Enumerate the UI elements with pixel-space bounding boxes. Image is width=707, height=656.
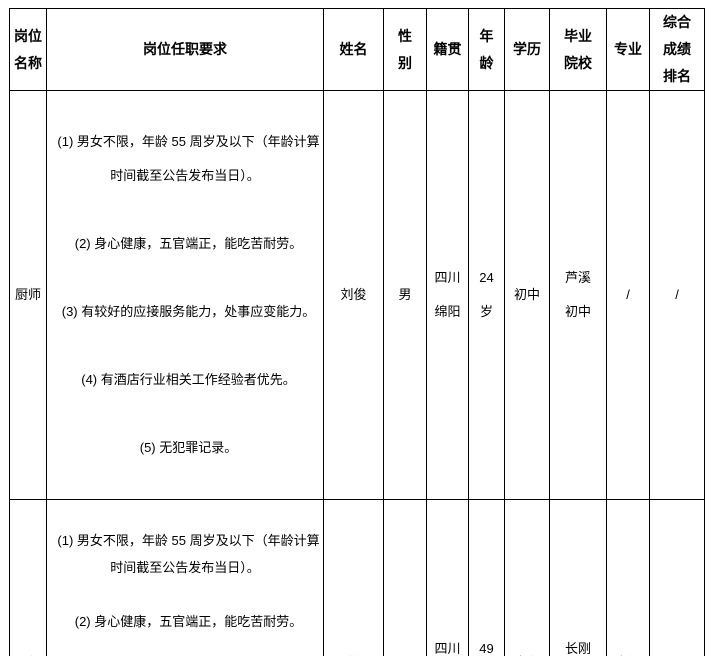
header-name: 姓名 xyxy=(323,8,384,91)
cell-gender: 男 xyxy=(383,499,427,656)
cell-rank: / xyxy=(649,499,705,656)
cell-school: 芦溪 初中 xyxy=(549,90,607,500)
cell-age: 49 岁 xyxy=(468,499,505,656)
cell-rank: / xyxy=(649,90,705,500)
header-hometown: 籍贯 xyxy=(426,8,469,91)
requirement-item: (1) 男女不限，年龄 55 周岁及以下（年龄计算时间截至公告发布当日）。 xyxy=(57,134,320,183)
cell-position: 厨师 xyxy=(9,90,47,500)
header-rank: 综合 成绩 排名 xyxy=(649,8,705,91)
requirement-item: (4) 有酒店行业相关工作经验者优先。 xyxy=(81,372,296,387)
requirement-item: (3) 有较好的应接服务能力，处事应变能力。 xyxy=(61,304,316,319)
header-school: 毕业 院校 xyxy=(549,8,607,91)
requirement-item: (5) 无犯罪记录。 xyxy=(139,440,238,455)
header-gender: 性 别 xyxy=(383,8,427,91)
header-age: 年 龄 xyxy=(468,8,505,91)
cell-name: 刘俊 xyxy=(323,90,384,500)
cell-major: / xyxy=(606,90,650,500)
cell-education: 初中 xyxy=(504,90,550,500)
header-position: 岗位 名称 xyxy=(9,8,47,91)
recruitment-candidates-table: 岗位 名称 岗位任职要求 姓名 性 别 籍贯 年 龄 学历 毕业 院校 专业 综… xyxy=(9,8,705,656)
table-row: 厨师 (1) 男女不限，年龄 55 周岁及以下（年龄计算时间截至公告发布当日）。… xyxy=(9,499,705,656)
cell-position: 厨师 xyxy=(9,499,47,656)
header-requirements: 岗位任职要求 xyxy=(46,8,324,91)
requirement-item: (1) 男女不限，年龄 55 周岁及以下（年龄计算时间截至公告发布当日）。 xyxy=(57,533,320,575)
cell-requirements: (1) 男女不限，年龄 55 周岁及以下（年龄计算时间截至公告发布当日）。 (2… xyxy=(46,90,324,500)
cell-hometown: 四川 绵阳 xyxy=(426,499,469,656)
cell-name: 周佑军 xyxy=(323,499,384,656)
cell-school: 长刚 技校 xyxy=(549,499,607,656)
table-header-row: 岗位 名称 岗位任职要求 姓名 性 别 籍贯 年 龄 学历 毕业 院校 专业 综… xyxy=(9,8,705,91)
cell-hometown: 四川 绵阳 xyxy=(426,90,469,500)
cell-requirements: (1) 男女不限，年龄 55 周岁及以下（年龄计算时间截至公告发布当日）。 (2… xyxy=(46,499,324,656)
cell-major: 烹饪 xyxy=(606,499,650,656)
requirement-item: (2) 身心健康，五官端正，能吃苦耐劳。 xyxy=(74,614,303,629)
header-major: 专业 xyxy=(606,8,650,91)
requirement-item: (2) 身心健康，五官端正，能吃苦耐劳。 xyxy=(74,236,303,251)
cell-age: 24 岁 xyxy=(468,90,505,500)
cell-gender: 男 xyxy=(383,90,427,500)
header-education: 学历 xyxy=(504,8,550,91)
cell-education: 中专 xyxy=(504,499,550,656)
table-row: 厨师 (1) 男女不限，年龄 55 周岁及以下（年龄计算时间截至公告发布当日）。… xyxy=(9,90,705,500)
